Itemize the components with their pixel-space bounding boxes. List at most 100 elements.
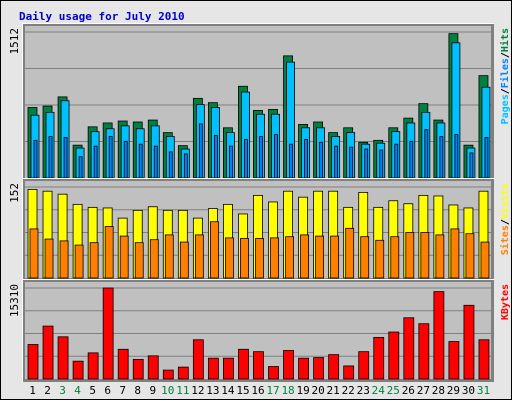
pages-bar [63, 137, 68, 179]
pages-bar [198, 123, 203, 179]
x-tick-label: 5 [89, 384, 96, 397]
pages-bar [229, 145, 233, 179]
sites-bar [285, 236, 294, 279]
x-tick-label: 4 [74, 384, 81, 397]
kbytes-bar [72, 360, 84, 380]
sites-bar [390, 236, 400, 279]
x-tick-label: 21 [327, 384, 340, 397]
pages-bar [153, 145, 158, 179]
sites-bar [270, 237, 279, 279]
top-ymax-label: 1512 [8, 28, 21, 55]
sites-bar [104, 226, 114, 279]
legend-entry: / [500, 88, 511, 94]
x-tick-label: 6 [104, 384, 111, 397]
kbytes-bar [343, 365, 355, 380]
legend-entry: / [500, 219, 511, 225]
legend-entry: Sites [499, 225, 511, 255]
kbytes-bar [57, 336, 69, 380]
x-axis-day-labels: 1 2 3 4 5 6 7 8 9 10 11 12 13 14 15 16 17 18 19 20 21 22 23 24 2… [29, 384, 490, 397]
legend-entry: KBytes [500, 284, 511, 320]
chart-title: Daily usage for July 2010 [19, 10, 185, 23]
pages-bar [93, 145, 98, 179]
kbytes-bar [238, 348, 249, 380]
x-tick-label: 18 [281, 384, 294, 397]
kbytes-bar [283, 350, 294, 380]
kbytes-bar [147, 355, 159, 380]
kbytes-bar [177, 366, 189, 380]
x-tick-label: 31 [477, 384, 490, 397]
kbytes-bar [192, 339, 204, 380]
pages-bar [439, 136, 444, 179]
pages-bar [304, 138, 308, 179]
x-tick-label: 25 [387, 384, 400, 397]
kbytes-bar [298, 357, 309, 380]
pages-bar [259, 136, 263, 179]
kbytes-bar [207, 357, 219, 380]
x-tick-label: 30 [462, 384, 475, 397]
pages-bar [48, 136, 53, 179]
sites-bar [330, 235, 340, 279]
middle-ymax-label: 152 [8, 183, 21, 203]
x-tick-label: 27 [417, 384, 430, 397]
x-tick-label: 2 [44, 384, 51, 397]
kbytes-bar [358, 351, 370, 380]
sites-bar [420, 232, 430, 279]
x-tick-label: 11 [176, 384, 189, 397]
pages-bar [138, 143, 143, 179]
kbytes-bar [373, 336, 385, 380]
legend-entry: / [500, 52, 511, 58]
x-tick-label: 16 [251, 384, 264, 397]
x-tick-label: 24 [372, 384, 386, 397]
x-tick-label: 23 [357, 384, 370, 397]
pages-bar [394, 143, 399, 179]
x-tick-label: 10 [161, 384, 174, 397]
x-tick-label: 17 [266, 384, 279, 397]
sites-bar [209, 221, 219, 279]
pages-bar [213, 135, 218, 179]
kbytes-bar [448, 341, 460, 380]
pages-bar [364, 148, 369, 179]
sites-bar [405, 232, 415, 279]
x-tick-label: 22 [342, 384, 355, 397]
sites-bar [315, 235, 325, 279]
sites-bar [44, 238, 54, 279]
x-tick-label: 1 [29, 384, 36, 397]
sites-bar [345, 227, 355, 279]
x-tick-label: 29 [447, 384, 460, 397]
sites-bar [59, 240, 69, 279]
x-tick-label: 15 [236, 384, 249, 397]
sites-bar [465, 233, 475, 279]
sites-bar [179, 241, 189, 279]
kbytes-bar [117, 348, 129, 380]
kbytes-bar [253, 351, 264, 380]
kbytes-bar [162, 369, 174, 380]
pages-bar [168, 151, 173, 179]
legend-entry: Files [499, 58, 511, 88]
x-tick-label: 8 [134, 384, 141, 397]
kbytes-bar [313, 357, 325, 380]
pages-bar [334, 145, 339, 179]
sites-bar [149, 239, 159, 279]
pages-bar [424, 129, 429, 179]
sites-bar [360, 236, 370, 279]
sites-bar [480, 241, 490, 279]
pages-bar [274, 134, 278, 179]
kbytes-bar [403, 317, 415, 380]
bottom-ymax-label: 15310 [8, 284, 21, 317]
sites-bar [89, 242, 99, 279]
kbytes-bar [87, 352, 99, 380]
pages-bar [454, 134, 459, 179]
pages-bar [484, 137, 489, 179]
kbytes-bar [223, 357, 234, 380]
kbytes-bar [388, 331, 400, 380]
kbytes-bar [42, 325, 54, 380]
pages-bar [108, 136, 113, 179]
pages-bar [409, 140, 414, 179]
middle-panel: 152 Sites/Visits [8, 178, 511, 281]
sites-bar [134, 242, 144, 279]
sites-bar [375, 239, 385, 279]
kbytes-bar [418, 323, 430, 380]
x-tick-label: 14 [221, 384, 235, 397]
